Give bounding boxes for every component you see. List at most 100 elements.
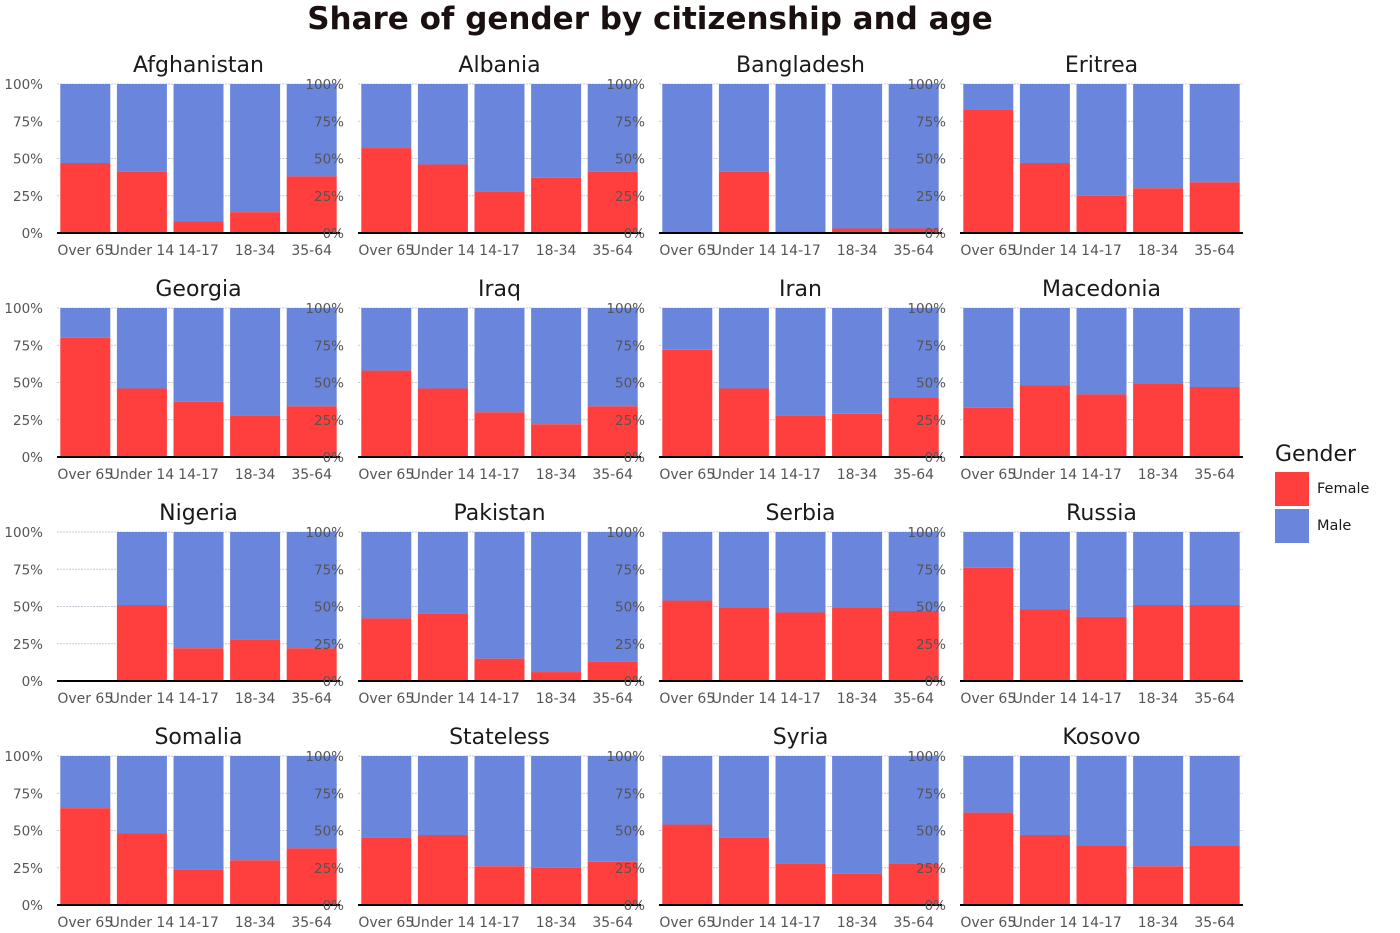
x-tick-label: 35-64	[1194, 467, 1235, 483]
bar-female	[361, 370, 412, 457]
bar-female	[1076, 845, 1127, 905]
y-tick-label: 0%	[624, 226, 646, 242]
bar-male	[286, 308, 337, 407]
bar-male	[1133, 756, 1184, 867]
y-tick-label: 25%	[615, 189, 645, 205]
bar-female	[1076, 616, 1127, 681]
y-tick-label: 50%	[13, 824, 43, 840]
y-tick-label: 0%	[22, 226, 44, 242]
bar-male	[888, 84, 939, 229]
bar-female	[417, 834, 468, 905]
bar-female	[963, 407, 1014, 457]
x-tick-label: 18-34	[536, 467, 577, 483]
panel-title: Eritrea	[1065, 53, 1138, 78]
x-tick-label: Over 65	[659, 243, 715, 259]
y-tick-label: 100%	[4, 301, 43, 317]
y-tick-label: 100%	[4, 77, 43, 93]
bar-male	[286, 84, 337, 177]
x-tick-label: 14-17	[479, 691, 520, 707]
bar-female	[587, 171, 638, 233]
x-tick-label: 14-17	[479, 243, 520, 259]
bar-female	[474, 658, 525, 681]
x-tick-label: Over 65	[57, 243, 113, 259]
bar-male	[116, 532, 167, 606]
bar-male	[173, 532, 224, 649]
bar-female	[832, 413, 883, 457]
x-tick-label: 35-64	[291, 467, 332, 483]
bar-female	[888, 610, 939, 681]
bar-male	[173, 756, 224, 870]
bar-male	[361, 308, 412, 371]
panel-title: Syria	[773, 725, 829, 750]
x-tick-label: 35-64	[893, 467, 934, 483]
bar-male	[775, 532, 826, 613]
panel-title: Stateless	[449, 725, 550, 750]
x-tick-label: 18-34	[837, 691, 878, 707]
bar-male	[718, 756, 769, 838]
bar-female	[775, 415, 826, 457]
x-tick-label: 35-64	[291, 915, 332, 931]
panel-title: Afghanistan	[133, 53, 264, 78]
y-tick-label: 75%	[615, 338, 645, 354]
y-tick-label: 50%	[615, 600, 645, 616]
bar-female	[116, 171, 167, 233]
bar-male	[587, 84, 638, 172]
bar-male	[361, 532, 412, 619]
bar-male	[1189, 756, 1240, 846]
bar-male	[531, 308, 582, 425]
y-tick-label: 100%	[4, 749, 43, 765]
y-tick-label: 50%	[13, 152, 43, 168]
legend: Gender Female Male	[1275, 440, 1395, 544]
y-tick-label: 100%	[907, 301, 946, 317]
bar-female	[173, 869, 224, 905]
bar-female	[718, 171, 769, 233]
bar-female	[116, 605, 167, 681]
bar-female	[531, 867, 582, 905]
bar-male	[775, 84, 826, 232]
y-tick-label: 75%	[615, 562, 645, 578]
bar-female	[361, 618, 412, 681]
x-tick-label: 18-34	[1138, 915, 1179, 931]
y-tick-label: 75%	[916, 562, 946, 578]
y-tick-label: 75%	[314, 114, 344, 130]
y-tick-label: 25%	[916, 861, 946, 877]
bar-male	[474, 308, 525, 413]
bar-female	[286, 406, 337, 457]
bar-female	[963, 812, 1014, 905]
bar-male	[775, 308, 826, 416]
bar-male	[718, 308, 769, 389]
bar-female	[60, 337, 111, 457]
x-tick-label: Over 65	[57, 915, 113, 931]
bar-female	[173, 221, 224, 233]
y-tick-label: 25%	[13, 189, 43, 205]
y-tick-label: 75%	[916, 114, 946, 130]
bar-female	[474, 191, 525, 233]
bar-male	[662, 756, 713, 825]
bar-male	[60, 308, 111, 338]
bar-female	[531, 177, 582, 233]
x-tick-label: Under 14	[110, 915, 175, 931]
bar-female	[662, 600, 713, 681]
bar-male	[718, 532, 769, 608]
y-tick-label: 50%	[314, 824, 344, 840]
y-tick-label: 100%	[907, 525, 946, 541]
x-tick-label: Under 14	[411, 915, 476, 931]
bar-male	[662, 84, 713, 233]
bar-male	[361, 756, 412, 838]
bar-female	[832, 873, 883, 905]
bar-female	[963, 567, 1014, 681]
bar-female	[230, 415, 281, 457]
x-tick-label: 18-34	[235, 243, 276, 259]
bar-male	[1189, 308, 1240, 387]
bar-male	[60, 756, 111, 809]
legend-label-male: Male	[1317, 517, 1352, 534]
bar-male	[1019, 532, 1070, 610]
bar-male	[963, 756, 1014, 813]
x-tick-label: Under 14	[1013, 467, 1078, 483]
bar-male	[1019, 308, 1070, 386]
